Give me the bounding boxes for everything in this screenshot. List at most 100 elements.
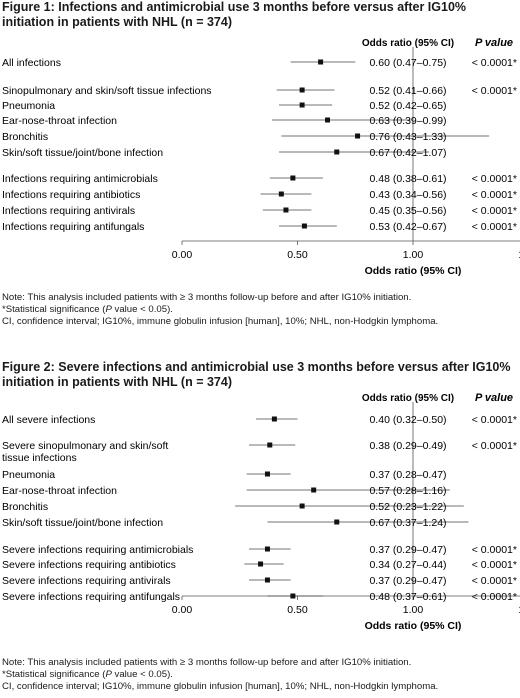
figure-2-p-value: < 0.0001*	[472, 591, 517, 603]
figure-2-or-value: 0.37 (0.28–0.47)	[369, 469, 446, 481]
figure-1-x-axis-label: Odds ratio (95% CI)	[365, 265, 462, 277]
figure-2-row-label: tissue infections	[2, 452, 77, 464]
figure-2-title: Figure 2: Severe infections and antimicr…	[2, 360, 511, 389]
figure-1-point-estimate	[325, 117, 331, 123]
figure-1-row-label: Skin/soft tissue/joint/bone infection	[2, 147, 163, 159]
figure-2-or-value: 0.34 (0.27–0.44)	[369, 559, 446, 571]
figure-1-forest-plot: Odds ratio (95% CI) P value 0.00 0.50 1.00 1.…	[2, 37, 520, 277]
figure-2-row-label: Severe sinopulmonary and skin/soft	[2, 440, 168, 452]
figure-2-or-value: 0.67 (0.37–1.24)	[369, 517, 446, 529]
figure-1-point-estimate	[355, 133, 361, 139]
figure-1-point-estimate	[334, 149, 340, 155]
figure-1-notes: Note: This analysis included patients wi…	[2, 292, 518, 328]
figure-1-row-label: Ear-nose-throat infection	[2, 115, 117, 127]
figure-2-significance-note: *Statistical significance (P value < 0.0…	[2, 669, 173, 680]
figure-1-or-value: 0.48 (0.38–0.61)	[369, 173, 446, 185]
figure-2-point-estimate	[258, 561, 264, 567]
figure-2-row-label: Pneumonia	[2, 469, 55, 481]
figure-1-or-value: 0.52 (0.41–0.66)	[369, 85, 446, 97]
figure-2-row-label: Ear-nose-throat infection	[2, 485, 117, 497]
figure-2-or-value: 0.52 (0.23–1.22)	[369, 501, 446, 513]
figure-1-or-value: 0.53 (0.42–0.67)	[369, 221, 446, 233]
figure-2-p-value: < 0.0001*	[472, 559, 517, 571]
figure-2-row-label: Severe infections requiring antifungals	[2, 591, 180, 603]
figure-2-point-estimate	[267, 442, 273, 448]
figure-2-row-label: Severe infections requiring antibiotics	[2, 559, 176, 571]
figure-1-row-label: Bronchitis	[2, 131, 48, 143]
figure-2-point-estimate	[264, 471, 270, 477]
figure-2-point-estimate	[299, 503, 305, 509]
figure-2-point-estimate	[334, 519, 340, 525]
figure-2-row-label: Skin/soft tissue/joint/bone infection	[2, 517, 163, 529]
figure-2-abbreviations: CI, confidence interval; IG10%, immune g…	[2, 681, 439, 692]
figure-1-point-estimate	[290, 175, 296, 181]
figure-1-significance-note: *Statistical significance (P value < 0.0…	[2, 304, 173, 315]
figure-1-p-column-header: P value	[475, 37, 513, 49]
figure-2: Figure 2: Severe infections and antimicr…	[0, 360, 520, 698]
figure-1-p-value: < 0.0001*	[472, 85, 517, 97]
figure-2-point-estimate	[271, 416, 277, 422]
figure-1-p-value: < 0.0001*	[472, 205, 517, 217]
figure-2-or-value: 0.48 (0.37–0.61)	[369, 591, 446, 603]
figure-2-x-axis-label: Odds ratio (95% CI)	[365, 620, 462, 632]
figure-2-x-tick-label: 1.50	[518, 604, 520, 616]
figure-2-or-column-header: Odds ratio (95% CI)	[362, 393, 454, 404]
figure-2-point-estimate	[311, 487, 317, 493]
figure-2-or-value: 0.38 (0.29–0.49)	[369, 440, 446, 452]
figure-1-or-column-header: Odds ratio (95% CI)	[362, 38, 454, 49]
figure-1-row-label: Infections requiring antivirals	[2, 205, 135, 217]
figure-1-point-estimate	[283, 207, 289, 213]
figure-1-abbreviations: CI, confidence interval; IG10%, immune g…	[2, 316, 439, 327]
figure-2-row-label: All severe infections	[2, 414, 95, 426]
figure-1-x-tick-label: 1.00	[403, 249, 424, 261]
figure-2-or-value: 0.37 (0.29–0.47)	[369, 544, 446, 556]
figure-1-row-label: Infections requiring antimicrobials	[2, 173, 158, 185]
figure-2-p-value: < 0.0001*	[472, 575, 517, 587]
figure-1-title: Figure 1: Infections and antimicrobial u…	[2, 0, 467, 29]
figure-1-p-value: < 0.0001*	[472, 189, 517, 201]
figure-1-point-estimate	[301, 223, 307, 229]
figure-2-or-value: 0.40 (0.32–0.50)	[369, 414, 446, 426]
figure-2-p-column-header: P value	[475, 392, 513, 404]
figure-2-point-estimate	[264, 546, 270, 552]
figure-1-or-value: 0.52 (0.42–0.65)	[369, 100, 446, 112]
figure-2-or-value: 0.37 (0.29–0.47)	[369, 575, 446, 587]
figure-2-note-line: Note: This analysis included patients wi…	[2, 657, 412, 668]
figure-1-row-label: Sinopulmonary and skin/soft tissue infec…	[2, 85, 212, 97]
figure-2-x-tick-label: 0.00	[172, 604, 193, 616]
figure-2-row-label: Bronchitis	[2, 501, 48, 513]
figure-2-notes: Note: This analysis included patients wi…	[2, 657, 518, 693]
figure-1-p-value: < 0.0001*	[472, 173, 517, 185]
figure-1-or-value: 0.45 (0.35–0.56)	[369, 205, 446, 217]
figure-1-point-estimate	[318, 59, 324, 65]
figure-1-or-value: 0.76 (0.43–1.33)	[369, 131, 446, 143]
figure-2-p-value: < 0.0001*	[472, 440, 517, 452]
figure-2-p-value: < 0.0001*	[472, 544, 517, 556]
figure-1-x-tick-label: 0.50	[287, 249, 308, 261]
figure-1-point-estimate	[299, 87, 305, 93]
figure-2-or-value: 0.57 (0.28–1.16)	[369, 485, 446, 497]
figure-1-p-value: < 0.0001*	[472, 221, 517, 233]
figure-2-point-estimate	[290, 593, 296, 599]
figure-2-forest-plot: Odds ratio (95% CI) P value 0.00 0.50 1.00 1.…	[2, 392, 520, 632]
figure-1-or-value: 0.43 (0.34–0.56)	[369, 189, 446, 201]
figure-2-x-tick-label: 0.50	[287, 604, 308, 616]
figure-1-or-value: 0.60 (0.47–0.75)	[369, 57, 446, 69]
figure-2-x-tick-label: 1.00	[403, 604, 424, 616]
figure-1-row-label: Infections requiring antifungals	[2, 221, 144, 233]
figure-2-row-label: Severe infections requiring antimicrobia…	[2, 544, 193, 556]
figure-1-or-value: 0.67 (0.42–1.07)	[369, 147, 446, 159]
figure-1: Figure 1: Infections and antimicrobial u…	[2, 0, 520, 328]
figure-1-x-tick-label: 1.50	[518, 249, 520, 261]
figure-1-or-value: 0.63 (0.39–0.99)	[369, 115, 446, 127]
figure-2-p-value: < 0.0001*	[472, 414, 517, 426]
figure-2-point-estimate	[264, 577, 270, 583]
figure-1-p-value: < 0.0001*	[472, 57, 517, 69]
figure-1-note-line: Note: This analysis included patients wi…	[2, 292, 412, 303]
figure-1-x-tick-label: 0.00	[172, 249, 193, 261]
figure-1-row-label: Pneumonia	[2, 100, 55, 112]
figure-1-point-estimate	[299, 102, 305, 108]
figure-1-point-estimate	[278, 191, 284, 197]
figure-2-row-label: Severe infections requiring antivirals	[2, 575, 171, 587]
figure-1-row-label: Infections requiring antibiotics	[2, 189, 140, 201]
